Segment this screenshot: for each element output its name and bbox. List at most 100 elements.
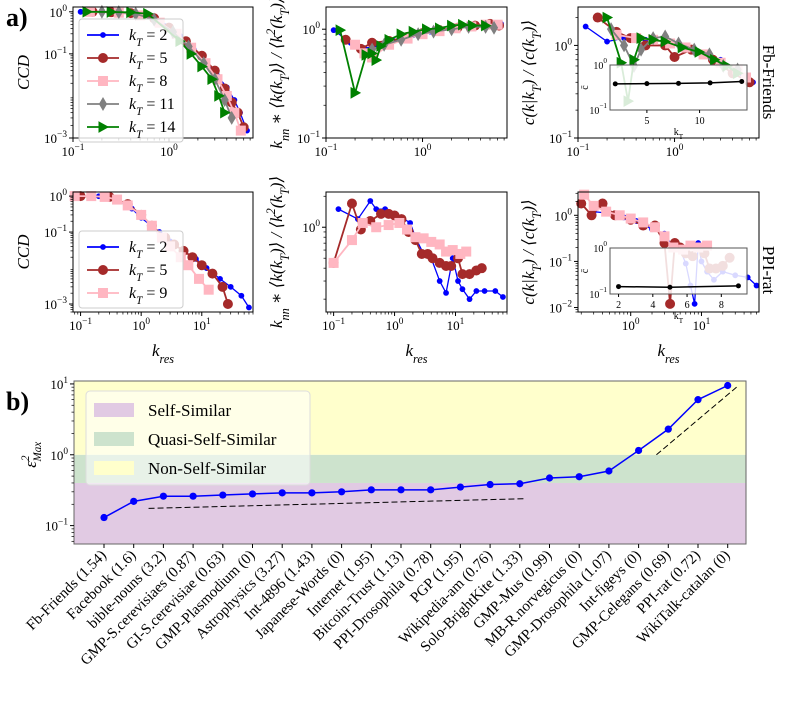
inset-frame [609,64,748,111]
legend-item: kT = 8 [87,73,167,95]
data-point [122,200,133,211]
legend-label: kT = 2 [129,239,167,261]
data-point [136,209,147,220]
legend-label: Non-Self-Similar [148,459,266,478]
data-point [227,283,234,290]
data-point [338,488,346,496]
data-point [335,206,342,213]
inset-chart: 2 4 6 8 10−1 100 kT c̄ [580,240,748,325]
data-point [473,288,480,294]
data-point [357,217,368,228]
data-point [217,281,228,292]
row-label-fb-friends: Fb-Friends [759,45,778,120]
series-k14 [82,5,231,119]
data-point [197,60,208,73]
data-point [186,48,198,60]
data-point [217,275,223,282]
data-point [648,33,660,46]
legend-marker [98,76,108,86]
y-axis-label: knn ∗ ⟨k(kT)⟩ / ⟨k2(kT)⟩ [264,0,292,149]
legend-swatch [94,461,134,475]
data-point [373,206,380,213]
data-point [401,224,412,235]
panel-label-b: b) [6,387,29,416]
data-point [456,483,464,491]
data-point [367,198,374,204]
data-point [605,467,613,475]
data-point [422,23,433,36]
legend-marker [98,288,108,298]
inset-point [667,284,673,290]
legend-item: kT = 11 [87,96,175,118]
data-point [635,446,643,455]
row-label-ppi-rat: PPI-rat [759,246,778,294]
data-point [82,5,94,18]
x-tick-label: 100 [132,317,150,333]
data-point [724,381,732,390]
y-tick-label: 100 [302,219,320,235]
data-point [436,278,443,284]
x-tick-label: 101 [447,317,465,333]
data-point [207,268,218,279]
data-point [625,213,636,224]
data-point [466,296,473,303]
inset-x-tick-label: 4 [650,300,655,311]
x-axis-label: kres [657,341,679,366]
data-point [694,46,706,58]
plot-frame [577,6,760,139]
data-point [350,39,361,50]
inset-y-tick-label: 10−1 [589,102,607,117]
data-point [396,28,408,41]
y-tick-label: 10−3 [44,296,67,312]
plot-frame [325,191,508,313]
data-point [371,54,383,66]
y-tick-label: 10−1 [44,46,67,62]
series-k14 [335,18,492,99]
data-point [143,7,154,20]
y-tick-label: 100 [49,188,67,204]
data-point [636,32,648,44]
x-tick-label: 101 [693,317,711,333]
data-point [183,260,194,271]
data-point [367,486,375,494]
data-point [710,53,721,66]
data-point [196,260,207,271]
data-point [328,257,339,268]
data-point [308,489,316,497]
data-point [189,492,197,500]
legend-swatch [94,432,134,446]
legend-marker [98,265,108,275]
data-point [219,491,227,499]
inset-x-tick-label: 8 [719,300,724,311]
data-point [588,200,599,211]
data-point [246,304,252,311]
plot-frame [577,191,760,313]
y-tick-label: 101 [50,376,68,392]
legend-label: Quasi-Self-Similar [148,430,277,449]
inset-x-label: kT [674,311,684,325]
data-point [664,425,672,433]
y-tick-label: 10−1 [549,253,572,269]
chart-a-knn-fb: 10−1 100 10−1 100 knn ∗ ⟨k(kT)⟩ / ⟨k2(kT)⟩ [264,0,508,159]
legend-item: kT = 5 [87,262,167,284]
data-point [99,191,110,202]
chart-a-c-fb: 10−1 100 10−1 100 c(k|kT) / ⟨c(kT)⟩ 5 10 10−1 10… [519,6,760,159]
data-point [146,220,157,231]
plot-frame [73,380,747,545]
y-axis-label: ε2Max [20,442,44,468]
data-point [222,299,233,310]
data-point [665,298,676,309]
legend-item: Non-Self-Similar [94,459,266,478]
y-tick-label: 10−1 [297,130,320,146]
data-point [489,20,499,35]
legend-label: kT = 5 [129,50,167,72]
y-tick-label: 100 [302,21,320,37]
x-tick-label: 10−1 [315,143,338,159]
x-tick-label: 100 [622,317,640,333]
y-axis-label: c(k|kT) / ⟨c(kT)⟩ [519,199,544,304]
legend-frame [85,390,311,486]
data-point [427,253,438,264]
legend-label: Self-Similar [148,401,231,420]
